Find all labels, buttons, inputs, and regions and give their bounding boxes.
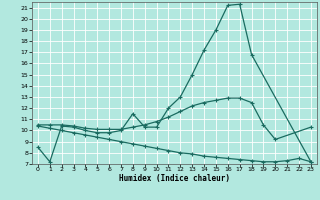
X-axis label: Humidex (Indice chaleur): Humidex (Indice chaleur) (119, 174, 230, 183)
